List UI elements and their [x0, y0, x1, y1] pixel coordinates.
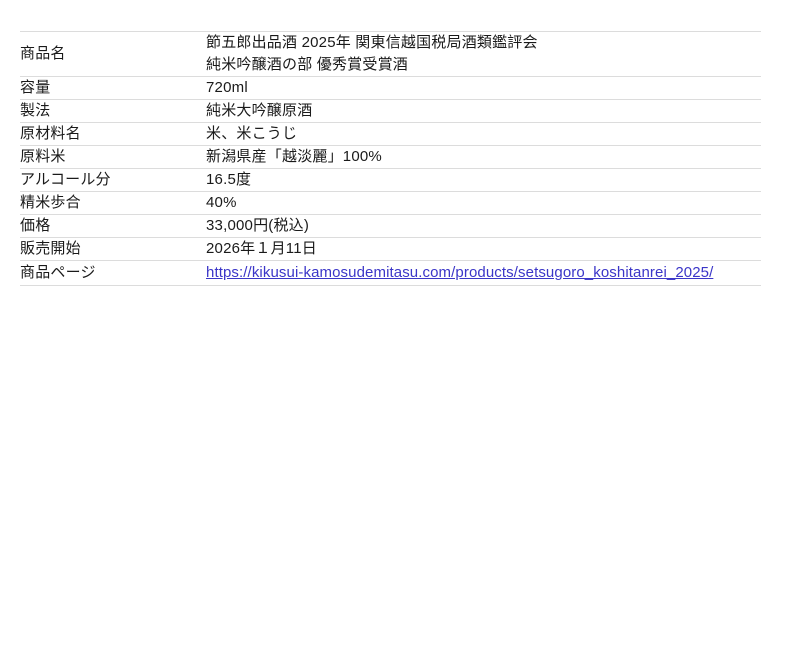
spec-label-volume: 容量: [20, 79, 51, 96]
table-row: アルコール分 16.5度: [20, 168, 761, 192]
table-row: 商品名 節五郎出品酒 2025年 関東信越国税局酒類鑑評会 純米吟醸酒の部 優秀…: [20, 31, 761, 77]
spec-label-product-page: 商品ページ: [20, 264, 96, 281]
table-row: 製法 純米大吟醸原酒: [20, 99, 761, 123]
spec-label-method: 製法: [20, 102, 51, 119]
spec-label-alcohol: アルコール分: [20, 171, 111, 188]
table-row: 原料米 新潟県産「越淡麗」100%: [20, 145, 761, 169]
spec-label-price: 価格: [20, 217, 51, 234]
spec-value-line: 節五郎出品酒 2025年 関東信越国税局酒類鑑評会: [206, 34, 538, 51]
table-row: 精米歩合 40%: [20, 191, 761, 215]
spec-value-rice: 新潟県産「越淡麗」100%: [206, 148, 382, 165]
product-page-link[interactable]: https://kikusui-kamosudemitasu.com/produ…: [206, 264, 714, 281]
product-spec-table: 商品名 節五郎出品酒 2025年 関東信越国税局酒類鑑評会 純米吟醸酒の部 優秀…: [20, 31, 761, 286]
spec-value-polishing-ratio: 40%: [206, 194, 237, 211]
spec-value-method: 純米大吟醸原酒: [206, 102, 313, 119]
spec-label-ingredients: 原材料名: [20, 125, 81, 142]
table-row: 原材料名 米、米こうじ: [20, 122, 761, 146]
spec-value-product-page: https://kikusui-kamosudemitasu.com/produ…: [206, 261, 761, 286]
spec-value-price: 33,000円(税込): [206, 217, 310, 234]
spec-table-body: 商品名 節五郎出品酒 2025年 関東信越国税局酒類鑑評会 純米吟醸酒の部 優秀…: [20, 31, 761, 286]
table-row: 容量 720ml: [20, 76, 761, 100]
spec-value-volume: 720ml: [206, 79, 248, 96]
spec-value-release-date: 2026年１月11日: [206, 240, 317, 257]
table-row: 販売開始 2026年１月11日: [20, 237, 761, 261]
spec-value-line: 純米吟醸酒の部 優秀賞受賞酒: [206, 56, 408, 73]
spec-value-ingredients: 米、米こうじ: [206, 125, 298, 142]
spec-label-polishing-ratio: 精米歩合: [20, 194, 81, 211]
spec-label-product-name: 商品名: [20, 45, 66, 62]
product-spec-table-container: 商品名 節五郎出品酒 2025年 関東信越国税局酒類鑑評会 純米吟醸酒の部 優秀…: [20, 31, 761, 286]
spec-value-product-name: 節五郎出品酒 2025年 関東信越国税局酒類鑑評会 純米吟醸酒の部 優秀賞受賞酒: [206, 32, 761, 77]
table-row: 商品ページ https://kikusui-kamosudemitasu.com…: [20, 260, 761, 286]
spec-value-alcohol: 16.5度: [206, 171, 252, 188]
spec-label-rice: 原料米: [20, 148, 66, 165]
spec-label-release-date: 販売開始: [20, 240, 81, 257]
table-row: 価格 33,000円(税込): [20, 214, 761, 238]
